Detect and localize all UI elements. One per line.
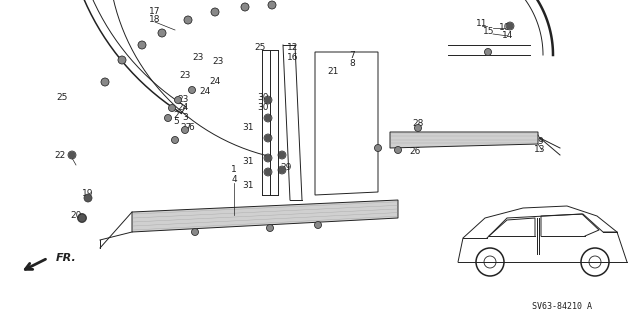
Circle shape (315, 222, 321, 228)
Text: SV63-84210 A: SV63-84210 A (532, 302, 592, 311)
Text: 23: 23 (177, 95, 189, 105)
Circle shape (507, 23, 513, 29)
Text: 23: 23 (192, 54, 204, 63)
Circle shape (138, 41, 145, 48)
Circle shape (172, 137, 178, 143)
Circle shape (265, 97, 271, 103)
Text: 6: 6 (188, 122, 194, 131)
Text: 30: 30 (257, 93, 269, 101)
Circle shape (279, 167, 285, 173)
Text: 11: 11 (476, 19, 488, 28)
Text: 23: 23 (179, 70, 191, 79)
Circle shape (79, 214, 86, 221)
Text: 15: 15 (483, 27, 495, 36)
Text: 21: 21 (327, 68, 339, 77)
Circle shape (211, 9, 218, 16)
Text: 31: 31 (243, 181, 253, 189)
Circle shape (265, 115, 271, 121)
Text: 9: 9 (537, 137, 543, 146)
Text: 1: 1 (231, 166, 237, 174)
Text: 20: 20 (70, 211, 82, 219)
Circle shape (265, 169, 271, 175)
Text: 10: 10 (499, 24, 511, 33)
Text: 25: 25 (254, 43, 266, 53)
Text: 2: 2 (173, 110, 179, 120)
Text: 13: 13 (534, 145, 546, 154)
Text: 14: 14 (502, 32, 514, 41)
Text: 5: 5 (173, 117, 179, 127)
Circle shape (265, 135, 271, 141)
Polygon shape (390, 132, 538, 148)
Text: 29: 29 (280, 164, 292, 173)
Text: 24: 24 (177, 103, 189, 113)
Circle shape (241, 4, 248, 11)
Circle shape (267, 225, 273, 231)
Text: 8: 8 (349, 58, 355, 68)
Circle shape (85, 195, 91, 201)
Circle shape (165, 115, 171, 121)
Circle shape (485, 49, 491, 55)
Text: 28: 28 (412, 120, 424, 129)
Circle shape (102, 78, 109, 85)
Text: 26: 26 (410, 147, 420, 157)
Circle shape (175, 97, 181, 103)
Text: 23: 23 (212, 57, 224, 66)
Text: 19: 19 (83, 189, 93, 197)
Circle shape (79, 215, 85, 221)
Polygon shape (132, 200, 398, 232)
Circle shape (415, 125, 421, 131)
Circle shape (395, 147, 401, 153)
Text: 24: 24 (209, 78, 221, 86)
Circle shape (69, 152, 75, 158)
Text: 27: 27 (180, 123, 192, 132)
Text: 17: 17 (149, 8, 161, 17)
Circle shape (269, 2, 275, 9)
Text: 3: 3 (182, 114, 188, 122)
Circle shape (159, 29, 166, 36)
Circle shape (375, 145, 381, 151)
Text: 16: 16 (287, 53, 299, 62)
Text: 31: 31 (243, 123, 253, 132)
Circle shape (192, 229, 198, 235)
Text: 12: 12 (287, 43, 299, 53)
Circle shape (279, 152, 285, 158)
Circle shape (169, 105, 175, 111)
Circle shape (265, 155, 271, 161)
Text: 24: 24 (200, 87, 211, 97)
Text: 18: 18 (149, 16, 161, 25)
Circle shape (182, 127, 188, 133)
Text: 25: 25 (56, 93, 68, 102)
Text: 31: 31 (243, 158, 253, 167)
Circle shape (184, 17, 191, 24)
Text: FR.: FR. (56, 253, 77, 263)
Text: 7: 7 (349, 50, 355, 60)
Circle shape (189, 87, 195, 93)
Text: 4: 4 (231, 174, 237, 183)
Circle shape (118, 56, 125, 63)
Text: 22: 22 (54, 151, 66, 160)
Text: 30: 30 (257, 102, 269, 112)
